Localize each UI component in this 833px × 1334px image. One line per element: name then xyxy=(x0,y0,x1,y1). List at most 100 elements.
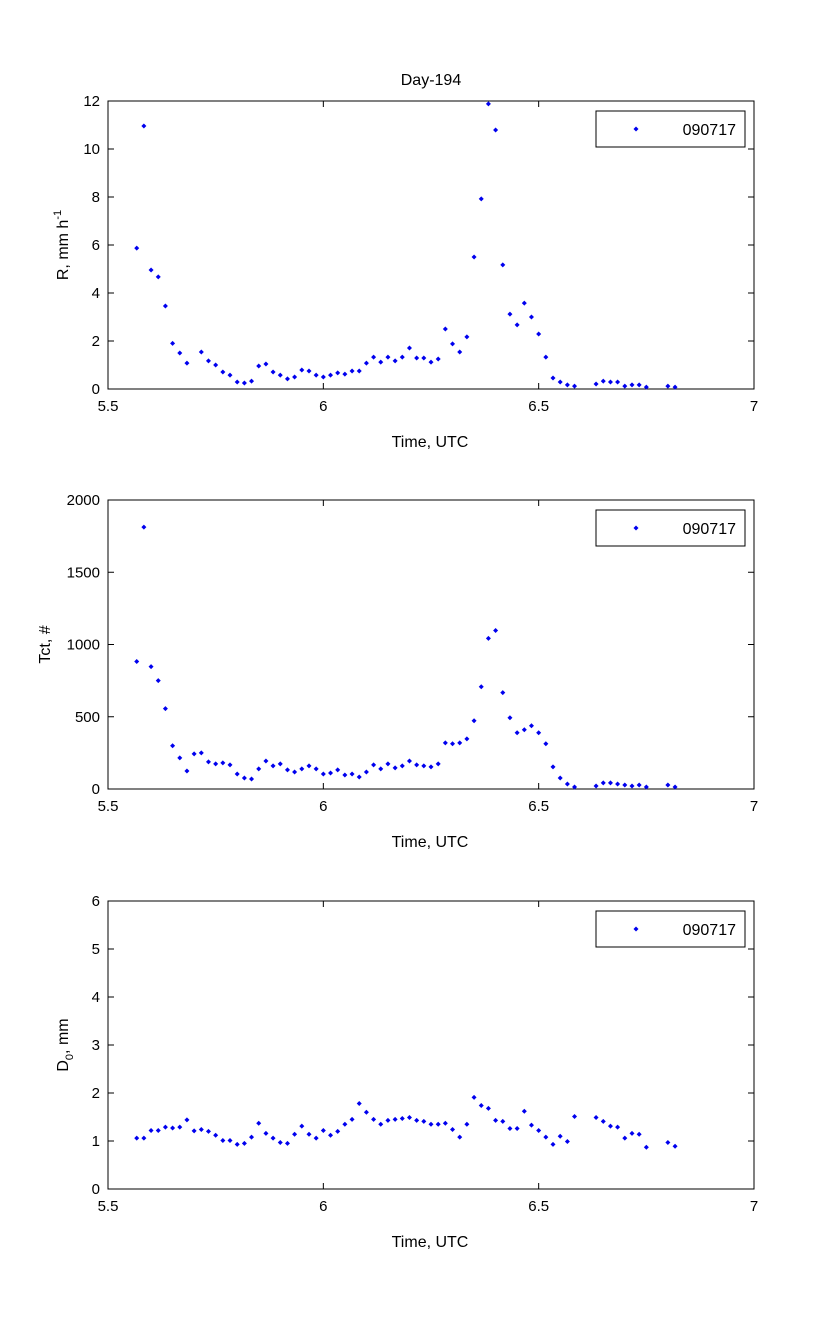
data-point xyxy=(213,761,219,767)
data-point xyxy=(672,1143,678,1149)
data-point xyxy=(572,784,578,790)
x-tick-label: 7 xyxy=(750,798,758,815)
data-point xyxy=(636,782,642,788)
x-tick-label: 6.5 xyxy=(528,398,549,415)
data-point xyxy=(557,775,563,781)
data-point xyxy=(507,1126,513,1132)
data-point xyxy=(406,758,412,764)
data-point xyxy=(600,780,606,786)
data-point xyxy=(385,354,391,360)
legend-box xyxy=(595,509,746,547)
y-tick-label: 8 xyxy=(92,189,100,206)
data-point xyxy=(615,781,621,787)
data-point xyxy=(478,1102,484,1108)
data-point xyxy=(471,1094,477,1100)
data-point xyxy=(528,1122,534,1128)
data-point xyxy=(450,1126,456,1132)
data-point xyxy=(148,664,154,670)
data-point xyxy=(629,783,635,789)
y-tick-label: 6 xyxy=(92,237,100,254)
data-point xyxy=(421,355,427,361)
data-point xyxy=(277,761,283,767)
data-point xyxy=(536,331,542,337)
data-point xyxy=(299,367,305,373)
data-point xyxy=(615,379,621,385)
data-point xyxy=(299,766,305,772)
data-point xyxy=(284,1140,290,1146)
data-point xyxy=(485,635,491,641)
legend-box xyxy=(595,910,746,948)
data-point xyxy=(514,1126,520,1132)
data-point xyxy=(457,349,463,355)
data-point xyxy=(241,775,247,781)
data-point xyxy=(450,341,456,347)
data-point xyxy=(234,379,240,385)
data-point xyxy=(593,783,599,789)
subplot-3: 5.5 6 6.5 7 0 1 2 3 4 5 6 Time, UTC D0, mm 090717 xyxy=(55,893,758,1251)
data-point xyxy=(306,763,312,769)
data-point xyxy=(170,340,176,346)
data-point xyxy=(198,1126,204,1132)
data-point xyxy=(564,781,570,787)
data-point xyxy=(249,776,255,782)
data-point xyxy=(593,1114,599,1120)
data-point xyxy=(550,375,556,381)
data-point xyxy=(299,1123,305,1129)
data-point xyxy=(514,730,520,736)
data-point xyxy=(134,245,140,251)
data-point xyxy=(550,764,556,770)
data-point xyxy=(270,763,276,769)
data-point xyxy=(263,361,269,367)
x-tick-label: 6.5 xyxy=(528,1198,549,1215)
data-point xyxy=(485,101,491,107)
y-tick-label: 2 xyxy=(92,333,100,350)
data-point xyxy=(593,381,599,387)
data-point xyxy=(615,1124,621,1130)
data-point xyxy=(672,784,678,790)
data-point xyxy=(464,1121,470,1127)
data-point xyxy=(450,741,456,747)
data-point xyxy=(328,770,334,776)
data-point xyxy=(249,1134,255,1140)
data-point xyxy=(557,379,563,385)
y-tick-label: 4 xyxy=(92,285,100,302)
data-point xyxy=(234,771,240,777)
data-point xyxy=(234,1141,240,1147)
data-point xyxy=(371,1116,377,1122)
data-point xyxy=(170,1125,176,1131)
data-point xyxy=(500,262,506,268)
data-point xyxy=(335,767,341,773)
series-Tct xyxy=(134,524,678,790)
data-point xyxy=(464,736,470,742)
y-tick-label: 1000 xyxy=(67,637,100,654)
data-point xyxy=(205,358,211,364)
y-tick-label: 3 xyxy=(92,1037,100,1054)
data-point xyxy=(205,759,211,765)
legend-marker xyxy=(633,126,639,132)
series-D0 xyxy=(134,1094,678,1150)
data-point xyxy=(471,254,477,260)
data-point xyxy=(406,345,412,351)
data-point xyxy=(349,1116,355,1122)
data-point xyxy=(665,782,671,788)
data-point xyxy=(320,374,326,380)
data-point xyxy=(435,356,441,362)
data-point xyxy=(564,382,570,388)
y-tick-label: 5 xyxy=(92,941,100,958)
data-point xyxy=(205,1128,211,1134)
data-point xyxy=(536,1127,542,1133)
data-point xyxy=(134,659,140,665)
data-point xyxy=(270,369,276,375)
data-point xyxy=(435,761,441,767)
data-point xyxy=(220,760,226,766)
series-R xyxy=(134,101,678,390)
data-point xyxy=(191,1128,197,1134)
data-point xyxy=(514,322,520,328)
data-point xyxy=(277,372,283,378)
data-point xyxy=(442,1120,448,1126)
axes-box xyxy=(107,100,755,390)
data-point xyxy=(572,1114,578,1120)
data-point xyxy=(342,371,348,377)
legend-marker xyxy=(633,525,639,531)
